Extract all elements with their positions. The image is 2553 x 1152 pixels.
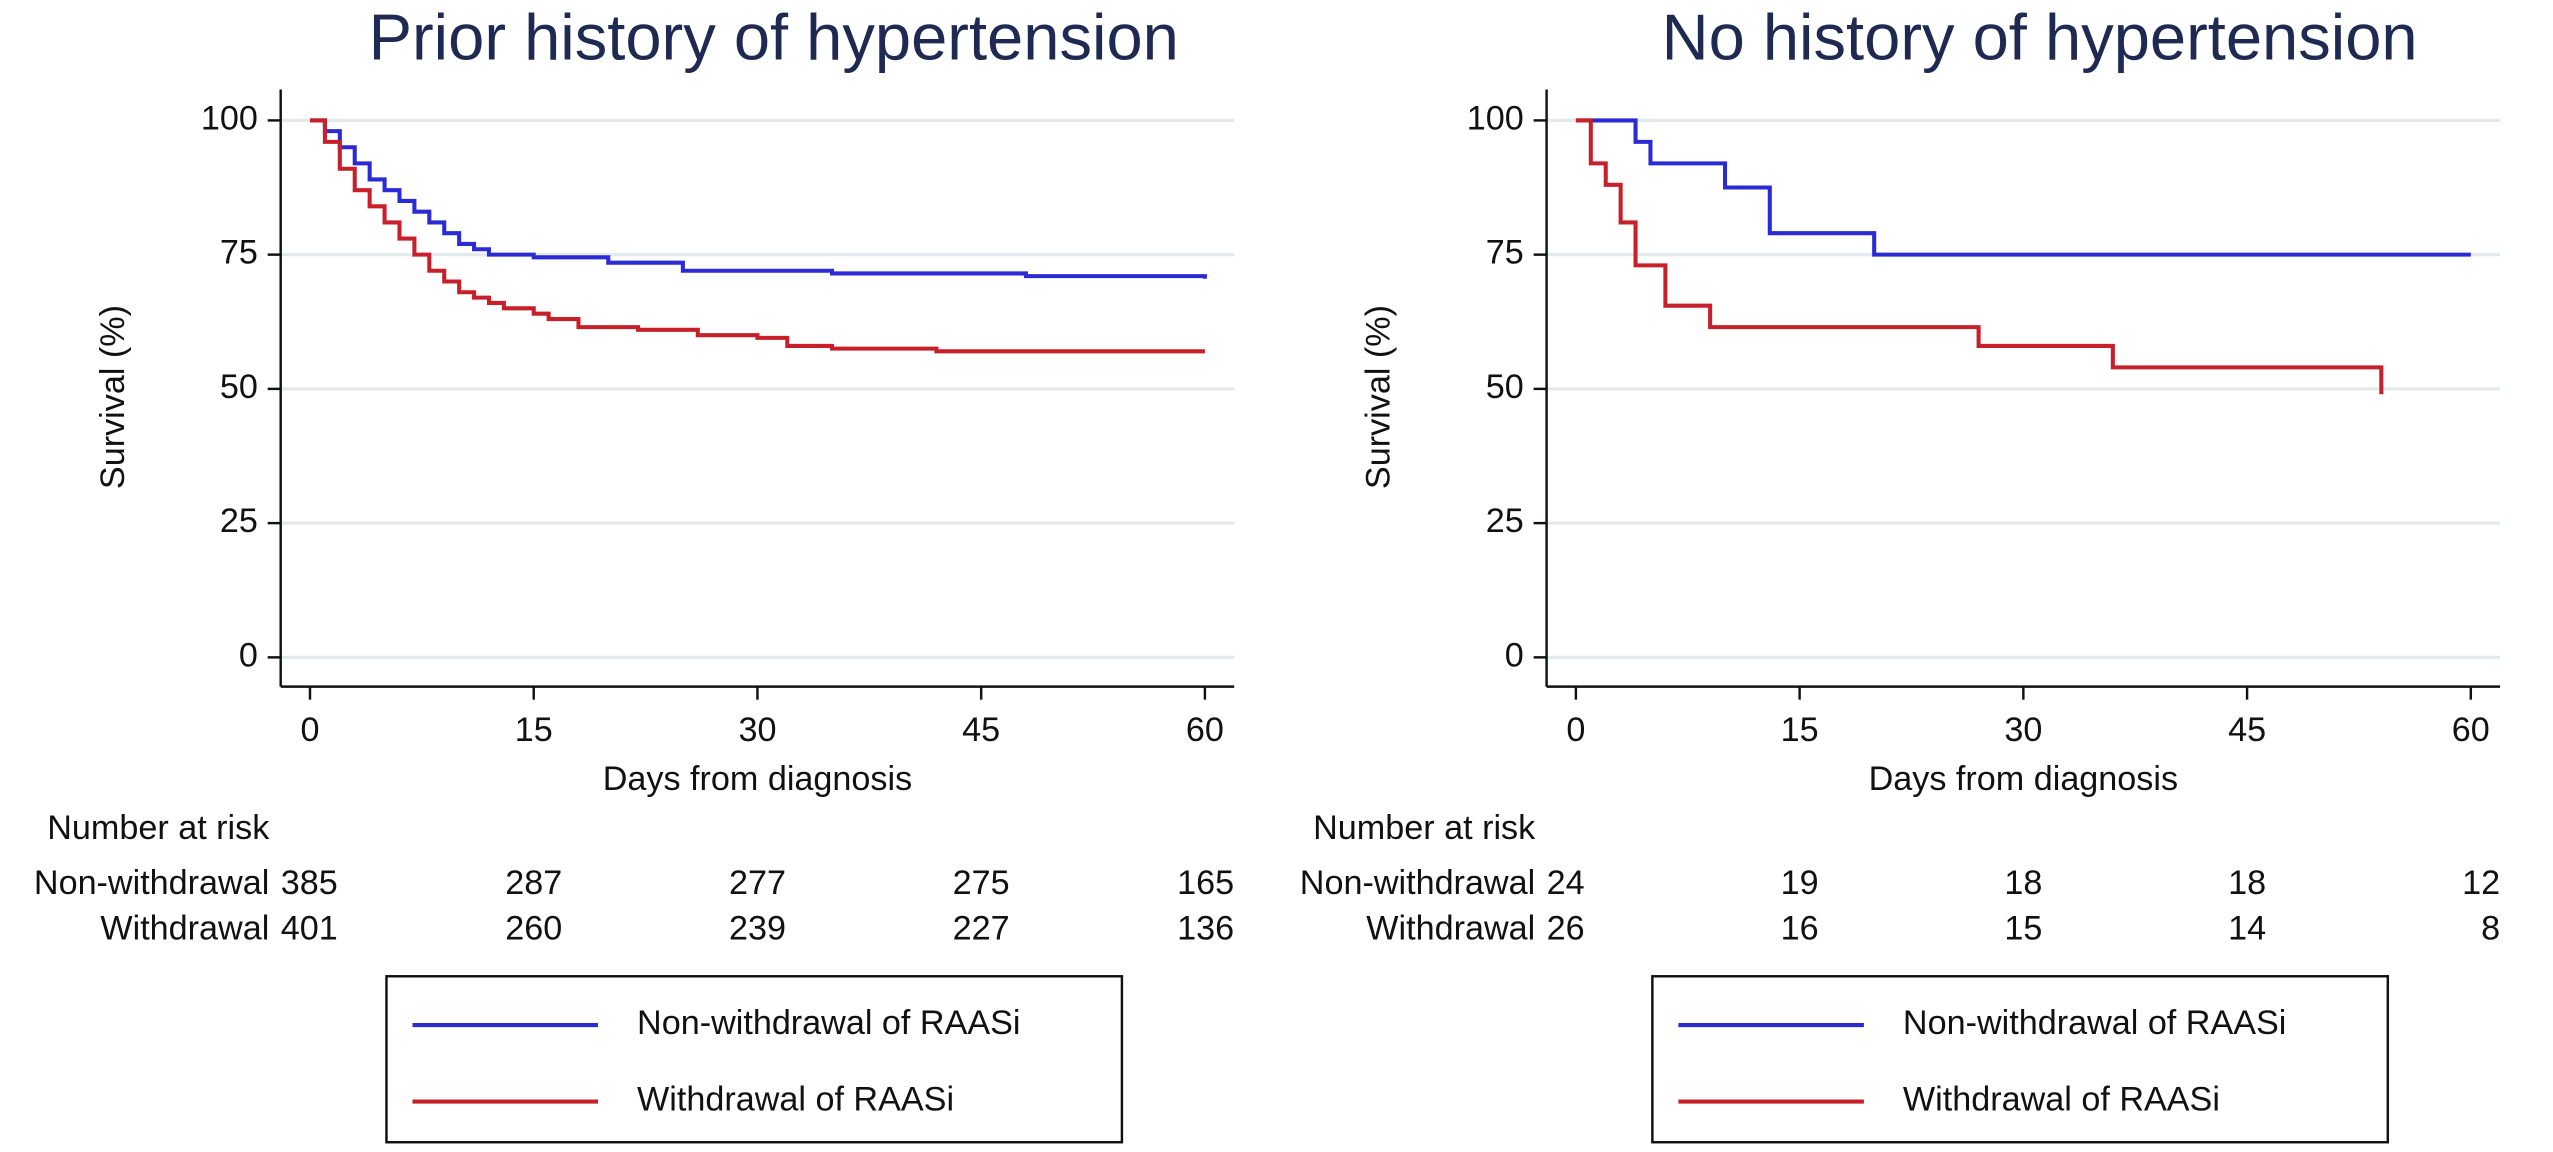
risk-value: 260: [505, 910, 562, 948]
x-tick-label: 15: [1781, 711, 1819, 749]
legend-label: Non-withdrawal of RAASi: [1903, 1004, 2286, 1042]
x-tick-label: 0: [300, 711, 319, 749]
risk-value: 227: [953, 910, 1010, 948]
x-axis-label: Days from diagnosis: [1869, 760, 2178, 798]
risk-value: 8: [2481, 910, 2500, 948]
risk-value: 277: [729, 864, 786, 902]
risk-value: 26: [1547, 910, 1585, 948]
risk-value: 16: [1781, 910, 1819, 948]
y-tick-label: 25: [1486, 502, 1524, 540]
chart-title: Prior history of hypertension: [369, 0, 1179, 73]
survival-curve: [1575, 118, 2471, 257]
risk-value: 14: [2228, 910, 2266, 948]
x-tick-label: 45: [962, 711, 1000, 749]
risk-value: 165: [1177, 864, 1234, 902]
risk-value: 15: [2004, 910, 2042, 948]
x-tick-label: 45: [2228, 711, 2266, 749]
y-axis-label: Survival (%): [94, 305, 132, 489]
risk-value: 12: [2462, 864, 2500, 902]
y-tick-label: 50: [1486, 368, 1524, 406]
y-tick-label: 50: [220, 368, 258, 406]
risk-value: 18: [2228, 864, 2266, 902]
legend-box: [1651, 975, 2390, 1144]
risk-value: 287: [505, 864, 562, 902]
risk-row-label: Withdrawal: [100, 910, 269, 948]
x-tick-label: 30: [738, 711, 776, 749]
risk-value: 401: [281, 910, 338, 948]
x-tick-label: 15: [515, 711, 553, 749]
risk-row-label: Withdrawal: [1366, 910, 1535, 948]
x-tick-label: 60: [1186, 711, 1224, 749]
survival-curve: [309, 118, 1207, 279]
x-axis-label: Days from diagnosis: [603, 760, 912, 798]
y-tick-label: 75: [220, 234, 258, 272]
risk-value: 239: [729, 910, 786, 948]
legend-label: Withdrawal of RAASi: [1903, 1081, 2220, 1119]
risk-table-title: Number at risk: [47, 809, 270, 847]
risk-value: 385: [281, 864, 338, 902]
y-tick-label: 75: [1486, 234, 1524, 272]
y-tick-label: 100: [201, 99, 258, 137]
survival-curve: [1575, 118, 2384, 395]
risk-value: 18: [2004, 864, 2042, 902]
legend-box: [385, 975, 1124, 1144]
risk-row-label: Non-withdrawal: [1300, 864, 1535, 902]
y-tick-label: 25: [220, 502, 258, 540]
x-tick-label: 30: [2004, 711, 2042, 749]
x-tick-label: 0: [1566, 711, 1585, 749]
risk-value: 24: [1547, 864, 1585, 902]
legend-label: Non-withdrawal of RAASi: [637, 1004, 1020, 1042]
survival-curve: [309, 118, 1205, 354]
x-tick-label: 60: [2452, 711, 2490, 749]
risk-value: 136: [1177, 910, 1234, 948]
y-tick-label: 0: [239, 636, 258, 674]
risk-row-label: Non-withdrawal: [34, 864, 269, 902]
y-tick-label: 100: [1467, 99, 1524, 137]
risk-value: 19: [1781, 864, 1819, 902]
y-axis-label: Survival (%): [1360, 305, 1398, 489]
risk-table-title: Number at risk: [1313, 809, 1536, 847]
risk-value: 275: [953, 864, 1010, 902]
chart-title: No history of hypertension: [1662, 0, 2418, 73]
y-tick-label: 0: [1505, 636, 1524, 674]
legend-label: Withdrawal of RAASi: [637, 1081, 954, 1119]
